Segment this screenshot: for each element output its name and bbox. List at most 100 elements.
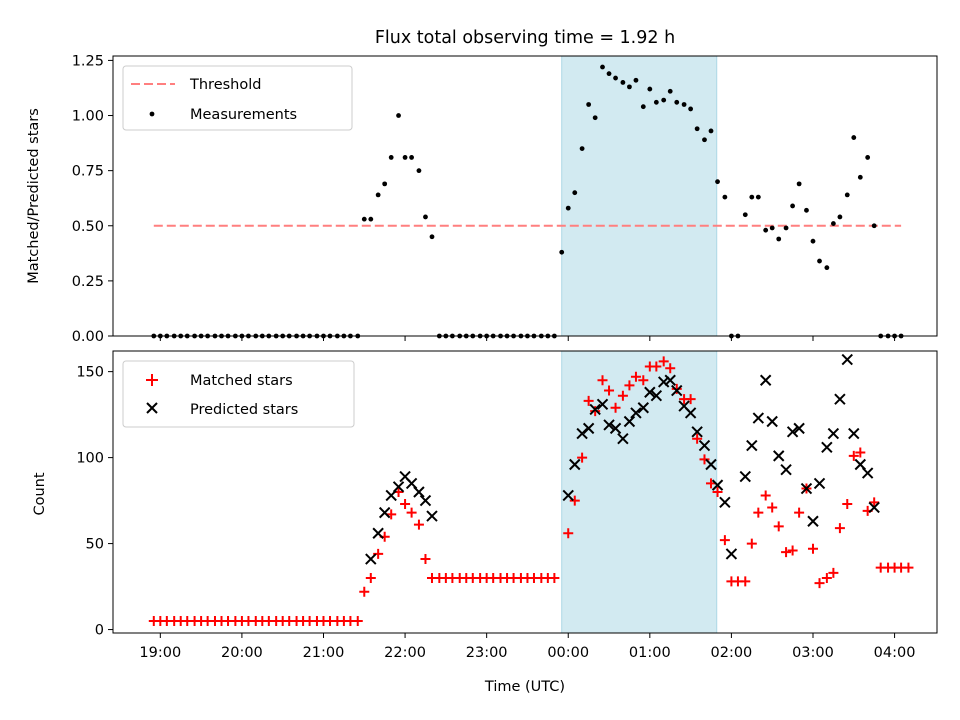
- predicted-star-point: [813, 477, 826, 490]
- predicted-star-point: [623, 415, 636, 428]
- legend: Matched stars Predicted stars: [122, 360, 355, 428]
- predicted-star-point: [698, 439, 711, 452]
- measurement-point: [572, 190, 578, 196]
- measurement-point: [763, 227, 769, 233]
- predicted-star-point: [861, 467, 874, 479]
- y-tick-label: 100: [76, 451, 104, 467]
- matched-star-point: [630, 371, 641, 382]
- measurement-point: [586, 102, 592, 107]
- predicted-star-point: [637, 402, 650, 414]
- measurement-point: [409, 155, 414, 160]
- predicted-star-point: [739, 470, 751, 483]
- predicted-star-point: [419, 494, 432, 507]
- matched-star-point: [577, 452, 588, 463]
- matched-star-point: [807, 543, 818, 554]
- legend-predicted-swatch: [146, 402, 158, 414]
- predicted-star-point: [725, 548, 738, 560]
- x-tick-label: 22:00: [384, 645, 426, 661]
- y-tick-label: 0.25: [72, 274, 104, 290]
- measurement-point: [606, 71, 612, 77]
- measurement-point: [824, 265, 830, 271]
- matched-star-point: [386, 509, 397, 520]
- predicted-star-point: [392, 481, 405, 493]
- matched-star-point: [413, 519, 424, 530]
- plot-frame: [112, 55, 938, 337]
- predicted-star-point: [868, 501, 880, 514]
- matched-star-point: [617, 390, 628, 401]
- predicted-star-point: [848, 427, 860, 440]
- measurement-point: [769, 225, 775, 231]
- predicted-star-point: [365, 553, 377, 565]
- matched-star-point: [406, 507, 417, 518]
- measurement-point: [674, 99, 680, 105]
- predicted-star-point: [719, 496, 731, 509]
- predicted-star-point: [426, 510, 438, 522]
- matched-star-point: [359, 586, 370, 597]
- measurement-point: [613, 75, 618, 81]
- predicted-star-point: [800, 482, 813, 495]
- matched-star-point: [400, 499, 411, 510]
- predicted-star-point: [827, 427, 840, 440]
- legend-measurements-swatch: [149, 111, 155, 117]
- predicted-star-point: [657, 376, 670, 388]
- measurement-point: [694, 126, 700, 132]
- predicted-star-point: [711, 479, 724, 491]
- measurement-point: [627, 84, 632, 90]
- measurement-point: [667, 88, 673, 94]
- measurement-point: [857, 174, 863, 180]
- matched-star-point: [706, 478, 717, 489]
- predicted-star-point: [630, 407, 642, 419]
- plot-frame: [112, 350, 938, 634]
- legend-threshold-label: Threshold: [189, 77, 261, 93]
- x-tick-label: 02:00: [711, 645, 753, 661]
- predicted-star-point: [589, 403, 601, 416]
- measurement-point: [715, 179, 720, 185]
- measurement-point: [837, 214, 843, 220]
- matched-star-point: [828, 567, 839, 578]
- measurement-point: [790, 203, 795, 209]
- highlight-span: [561, 350, 718, 634]
- matched-star-point: [563, 528, 574, 539]
- matched-star-point: [746, 538, 757, 549]
- ratio-panel: 0.00 0.25 0.50 0.75 1.00 1.25 Matched/Predict…: [26, 53, 938, 345]
- matched-star-point: [583, 395, 594, 406]
- measurement-point: [783, 225, 789, 231]
- legend: Threshold Measurements: [122, 65, 353, 131]
- y-tick-label: 0.75: [72, 164, 104, 180]
- matched-star-point: [658, 356, 669, 367]
- matched-star-point: [665, 363, 676, 374]
- matched-star-point: [903, 562, 914, 573]
- matched-star-point: [787, 545, 798, 556]
- y-tick-label: 0.50: [72, 219, 104, 235]
- measurement-point: [865, 155, 871, 160]
- matched-star-point: [352, 615, 363, 626]
- predicted-star-point: [664, 374, 676, 386]
- x-tick-label: 00:00: [547, 645, 589, 661]
- measurement-point: [633, 77, 639, 83]
- measurement-point: [804, 207, 809, 213]
- matched-star-point: [420, 554, 431, 565]
- predicted-star-point: [807, 515, 819, 527]
- measurement-point: [600, 64, 605, 70]
- legend-predicted-label: Predicted stars: [190, 402, 298, 418]
- matched-star-point: [692, 433, 703, 444]
- x-tick-label: 19:00: [139, 645, 181, 661]
- matched-star-point: [753, 507, 764, 518]
- y-tick-label: 0: [95, 623, 104, 639]
- matched-star-point: [760, 490, 771, 501]
- matched-star-point: [685, 394, 696, 405]
- y-tick-label: 1.00: [72, 109, 104, 125]
- measurement-point: [749, 194, 755, 200]
- matched-star-point: [699, 454, 710, 465]
- matched-star-point: [712, 487, 723, 497]
- x-tick-label: 21:00: [303, 645, 345, 661]
- highlight-span: [561, 55, 718, 337]
- x-axis-label: Time (UTC): [484, 679, 565, 695]
- y-tick-label: 1.25: [72, 53, 104, 69]
- y-tick-label: 50: [86, 537, 104, 553]
- measurement-point: [402, 155, 408, 160]
- measurement-point: [565, 205, 571, 211]
- y-tick-label: 0.00: [72, 329, 104, 345]
- predicted-star-point: [746, 439, 758, 452]
